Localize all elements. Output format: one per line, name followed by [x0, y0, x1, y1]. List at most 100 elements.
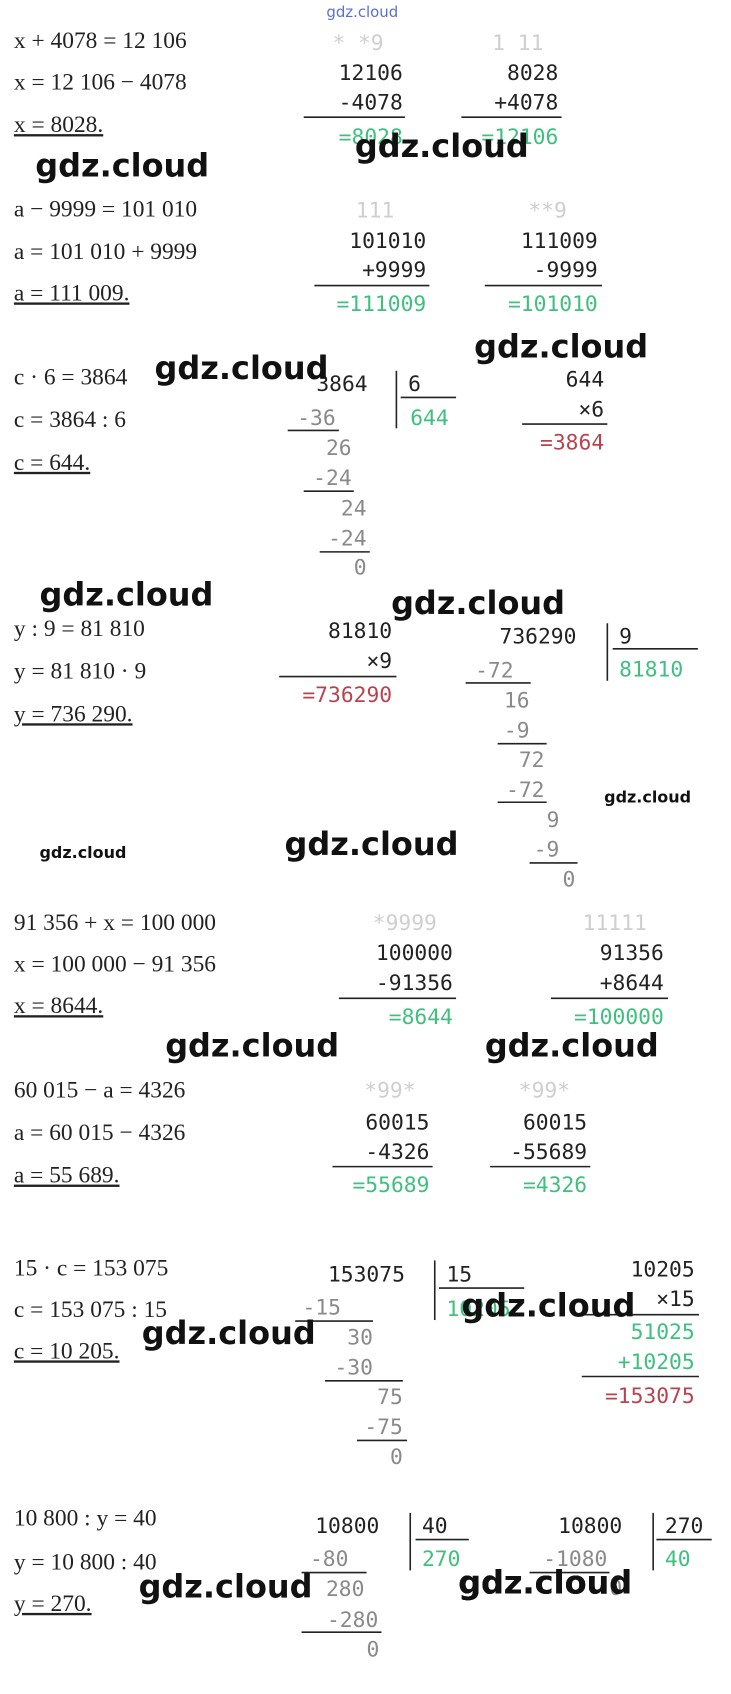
calc-line: *99*: [364, 1078, 415, 1103]
equation: y : 9 = 81 810: [14, 616, 145, 642]
calc-line: 111009: [521, 229, 598, 254]
watermark: gdz.cloud: [39, 843, 126, 862]
calc-line: -4326: [365, 1140, 429, 1165]
calc-line: -9999: [534, 258, 598, 283]
calc-line: -280: [327, 1608, 378, 1633]
equation: c = 153 075 : 15: [14, 1297, 167, 1323]
calc-line: 12106: [339, 61, 403, 86]
calc-line: 60015: [365, 1110, 429, 1135]
equation: a = 111 009.: [14, 280, 130, 306]
calc-line: ×15: [656, 1287, 694, 1312]
calc-line: 0: [609, 1576, 622, 1601]
equation: x = 8028.: [14, 112, 103, 138]
quotient: 270: [422, 1547, 460, 1572]
calc-line: 3864: [316, 372, 367, 397]
calc-line: -36: [297, 406, 335, 431]
equation: y = 270.: [14, 1591, 92, 1617]
quotient: 10205: [446, 1297, 510, 1322]
divisor: 270: [665, 1514, 703, 1539]
calc-line: =12106: [481, 125, 558, 150]
watermark: gdz.cloud: [355, 127, 529, 165]
calc-line: 9: [547, 808, 560, 833]
calc-line: =4326: [523, 1173, 587, 1198]
calc-line: 75: [377, 1385, 403, 1410]
calc-line: -80: [310, 1547, 348, 1572]
calc-line: 644: [566, 368, 604, 393]
calc-line: -24: [328, 526, 366, 551]
equation: c = 3864 : 6: [14, 407, 126, 433]
calc-line: 10800: [315, 1514, 379, 1539]
site-label: gdz.cloud: [326, 3, 398, 21]
calc-line: 72: [519, 748, 545, 773]
calc-line: 81810: [328, 619, 392, 644]
calc-line: 100000: [376, 941, 453, 966]
divisor: 40: [422, 1514, 448, 1539]
calc-line: 736290: [500, 625, 577, 650]
watermark: gdz.cloud: [285, 825, 459, 863]
calc-line: 16: [504, 688, 530, 713]
watermark: gdz.cloud: [155, 349, 329, 387]
equation: 60 015 − a = 4326: [14, 1077, 186, 1103]
calc-line: 280: [326, 1577, 364, 1602]
equation: c = 10 205.: [14, 1338, 120, 1364]
calc-line: ×6: [578, 398, 604, 423]
watermark: gdz.cloud: [458, 1563, 632, 1601]
watermark: gdz.cloud: [485, 1026, 659, 1064]
calc-line: 11111: [583, 911, 647, 936]
calc-line: =101010: [508, 292, 598, 317]
watermark: gdz.cloud: [458, 1563, 632, 1601]
equation: x = 8644.: [14, 993, 103, 1019]
calc-line: =55689: [352, 1173, 429, 1198]
calc-line: **9: [528, 198, 566, 223]
calc-line: 10205: [631, 1257, 695, 1282]
watermark: gdz.cloud: [142, 1314, 316, 1352]
calc-line: -9: [534, 838, 560, 863]
calc-line: -15: [303, 1296, 341, 1321]
quotient: 40: [665, 1547, 691, 1572]
divisor: 6: [408, 372, 421, 397]
calc-line: 1 11: [492, 31, 543, 56]
quotient: 81810: [619, 658, 683, 683]
calc-line: -72: [506, 778, 544, 803]
equation: c · 6 = 3864: [14, 365, 128, 391]
equation: 91 356 + x = 100 000: [14, 910, 216, 936]
equation: a = 55 689.: [14, 1163, 120, 1189]
calc-line: =153075: [605, 1384, 695, 1409]
calc-line: * *9: [332, 31, 383, 56]
calc-line: -72: [475, 659, 513, 684]
equation: a − 9999 = 101 010: [14, 196, 197, 222]
calc-line: =3864: [540, 431, 604, 456]
watermark: gdz.cloud: [139, 1568, 313, 1606]
quotient: 644: [410, 406, 448, 431]
calc-line: 101010: [349, 229, 426, 254]
equation: y = 81 810 · 9: [14, 659, 146, 685]
calc-line: 0: [563, 867, 576, 892]
equation: y = 10 800 : 40: [14, 1549, 157, 1575]
calc-line: -30: [334, 1355, 372, 1380]
calc-line: +10205: [618, 1350, 695, 1375]
equation: 10 800 : y = 40: [14, 1506, 157, 1532]
calc-line: +9999: [362, 258, 426, 283]
watermark: gdz.cloud: [39, 576, 213, 614]
watermark: gdz.cloud: [391, 584, 565, 622]
calc-line: =8028: [339, 125, 403, 150]
equation: x = 100 000 − 91 356: [14, 952, 216, 978]
equation: a = 60 015 − 4326: [14, 1120, 186, 1146]
calc-line: 0: [390, 1445, 403, 1470]
watermark: gdz.cloud: [461, 1286, 635, 1324]
calc-line: 153075: [328, 1263, 405, 1288]
calc-line: +8644: [600, 971, 664, 996]
calc-line: =736290: [302, 683, 392, 708]
divisor: 9: [619, 625, 632, 650]
watermark: gdz.cloud: [165, 1026, 339, 1064]
watermark: gdz.cloud: [474, 327, 648, 365]
calc-line: 51025: [631, 1320, 695, 1345]
calc-line: 60015: [523, 1110, 587, 1135]
equation: y = 736 290.: [14, 701, 133, 727]
equation: a = 101 010 + 9999: [14, 239, 197, 265]
calc-line: 91356: [600, 941, 664, 966]
calc-line: 10800: [558, 1514, 622, 1539]
equation: c = 644.: [14, 450, 90, 476]
